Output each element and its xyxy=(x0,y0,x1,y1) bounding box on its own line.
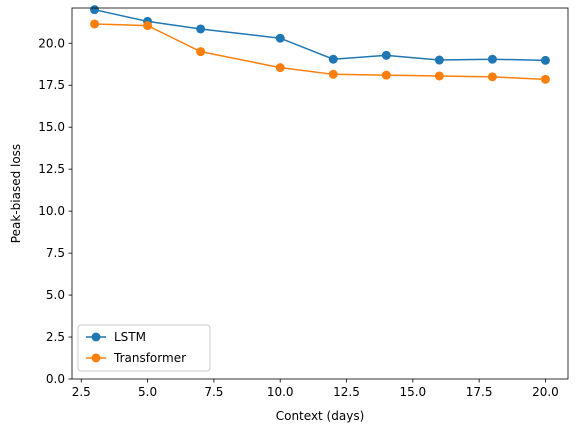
x-axis: 2.5 5.0 7.5 10.0 12.5 15.0 17.5 20.0 xyxy=(72,379,559,399)
x-tick-label: 7.5 xyxy=(204,385,223,399)
y-tick-label: 0.0 xyxy=(46,372,65,386)
x-tick-label: 15.0 xyxy=(399,385,426,399)
transformer-data-point xyxy=(90,19,100,29)
y-tick-label: 7.5 xyxy=(46,246,65,260)
lstm-data-point xyxy=(275,33,285,43)
transformer-data-point xyxy=(196,47,206,57)
y-tick-label: 15.0 xyxy=(38,120,65,134)
x-tick-label: 2.5 xyxy=(72,385,91,399)
transformer-data-point xyxy=(275,63,285,73)
legend-label-lstm: LSTM xyxy=(114,330,146,344)
x-axis-label: Context (days) xyxy=(276,409,365,423)
y-tick-label: 12.5 xyxy=(38,162,65,176)
transformer-legend-marker xyxy=(91,353,101,363)
transformer-data-point xyxy=(143,21,153,31)
lstm-data-point xyxy=(540,55,550,65)
legend: LSTM Transformer xyxy=(77,324,211,372)
y-axis-label: Peak-biased loss xyxy=(9,144,23,243)
plot-area xyxy=(72,8,568,379)
y-tick-label: 20.0 xyxy=(38,36,65,50)
lstm-data-point xyxy=(381,50,391,60)
lstm-data-point xyxy=(487,54,497,64)
transformer-data-point xyxy=(540,74,550,84)
legend-box xyxy=(77,324,211,372)
x-tick-label: 12.5 xyxy=(333,385,360,399)
lstm-data-point xyxy=(328,54,338,64)
lstm-data-point xyxy=(90,5,100,15)
x-tick-label: 17.5 xyxy=(466,385,493,399)
series-layer xyxy=(90,5,550,84)
transformer-data-point xyxy=(434,71,444,81)
transformer-data-point xyxy=(381,70,391,80)
transformer-data-point xyxy=(487,72,497,82)
y-tick-label: 5.0 xyxy=(46,288,65,302)
y-tick-label: 17.5 xyxy=(38,78,65,92)
y-axis: 0.0 2.5 5.0 7.5 10.0 12.5 15.0 17.5 20.0 xyxy=(38,36,72,386)
y-tick-label: 10.0 xyxy=(38,204,65,218)
legend-label-transformer: Transformer xyxy=(113,351,186,365)
lstm-legend-marker xyxy=(91,332,101,342)
lstm-data-point xyxy=(196,24,206,34)
x-tick-label: 10.0 xyxy=(267,385,294,399)
y-tick-label: 2.5 xyxy=(46,330,65,344)
plot-frame xyxy=(71,7,569,380)
transformer-data-point xyxy=(328,69,338,79)
x-tick-label: 5.0 xyxy=(138,385,157,399)
x-tick-label: 20.0 xyxy=(532,385,559,399)
lstm-data-point xyxy=(434,55,444,65)
